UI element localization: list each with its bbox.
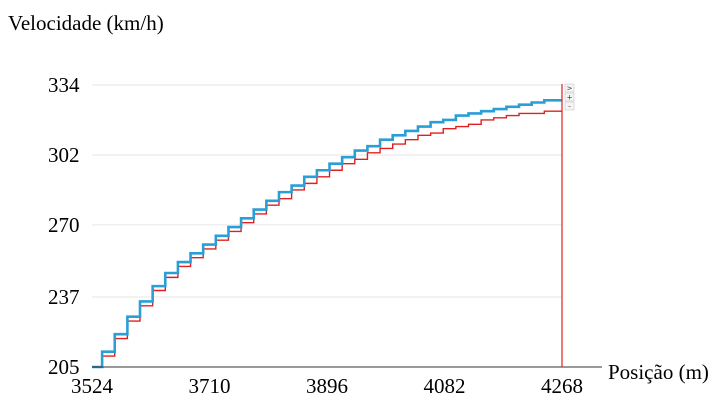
x-tick-label: 3524 [71, 374, 114, 398]
cursor-buttons: >+- [564, 83, 575, 111]
cursor-control-button[interactable]: > [564, 83, 575, 93]
series-line [92, 110, 562, 368]
y-axis-title: Velocidade (km/h) [8, 11, 164, 35]
y-tick-label: 205 [48, 355, 80, 379]
cursor-control-label: + [567, 94, 573, 102]
y-tick-labels: 205 237 270 302 334 [48, 73, 80, 379]
x-tick-labels: 3524 3710 3896 4082 4268 [71, 374, 583, 398]
cursor-control-button[interactable]: + [564, 92, 575, 102]
x-tick-label: 3710 [189, 374, 231, 398]
series-line [92, 99, 562, 369]
cursor-control-label: > [567, 85, 573, 93]
grid-lines [92, 84, 562, 298]
x-tick-label: 3896 [306, 374, 348, 398]
x-tick-label: 4082 [424, 374, 466, 398]
cursor-control-label: - [568, 103, 571, 111]
y-tick-label: 334 [48, 73, 80, 97]
y-tick-label: 237 [48, 285, 80, 309]
x-tick-label: 4268 [541, 374, 583, 398]
y-tick-label: 270 [48, 213, 80, 237]
series-layer [92, 99, 562, 369]
cursor-control-button[interactable]: - [564, 101, 575, 111]
x-axis-title: Posição (m) [608, 360, 709, 384]
y-tick-label: 302 [48, 143, 80, 167]
